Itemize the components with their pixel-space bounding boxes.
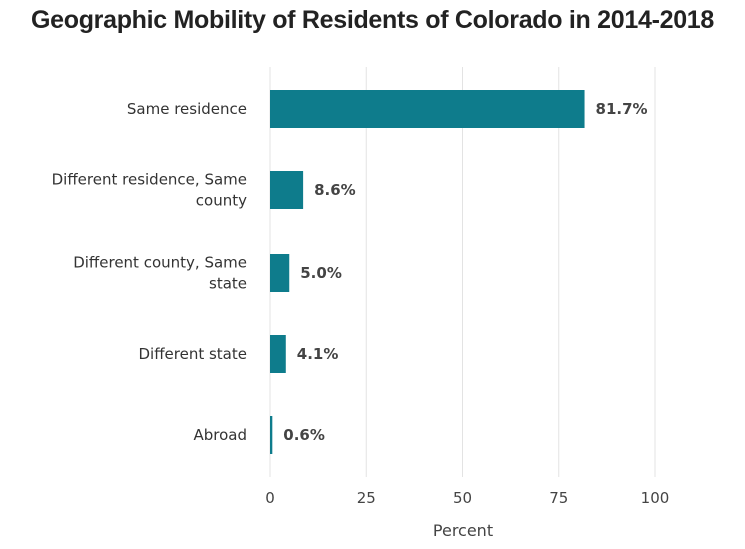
category-label-3: Different state [138,345,247,363]
category-label-0: Same residence [127,100,247,118]
value-label-3: 4.1% [297,345,339,363]
bar-0 [270,90,585,128]
value-label-2: 5.0% [300,264,342,282]
category-label-1: Different residence, Same county [52,171,247,210]
x-tick-label-4: 100 [641,489,670,507]
value-label-4: 0.6% [283,426,325,444]
x-tick-label-2: 50 [453,489,472,507]
value-label-0: 81.7% [596,100,648,118]
category-label-4: Abroad [193,426,247,444]
x-tick-label-1: 25 [357,489,376,507]
x-tick-label-3: 75 [549,489,568,507]
x-axis-title: Percent [433,521,493,540]
bar-4 [270,416,273,454]
bar-1 [270,171,304,209]
chart-title: Geographic Mobility of Residents of Colo… [30,6,715,34]
bar-2 [270,254,290,292]
x-tick-label-0: 0 [265,489,275,507]
bar-3 [270,335,286,373]
value-label-1: 8.6% [314,181,356,199]
category-label-2: Different county, Same state [73,254,247,293]
